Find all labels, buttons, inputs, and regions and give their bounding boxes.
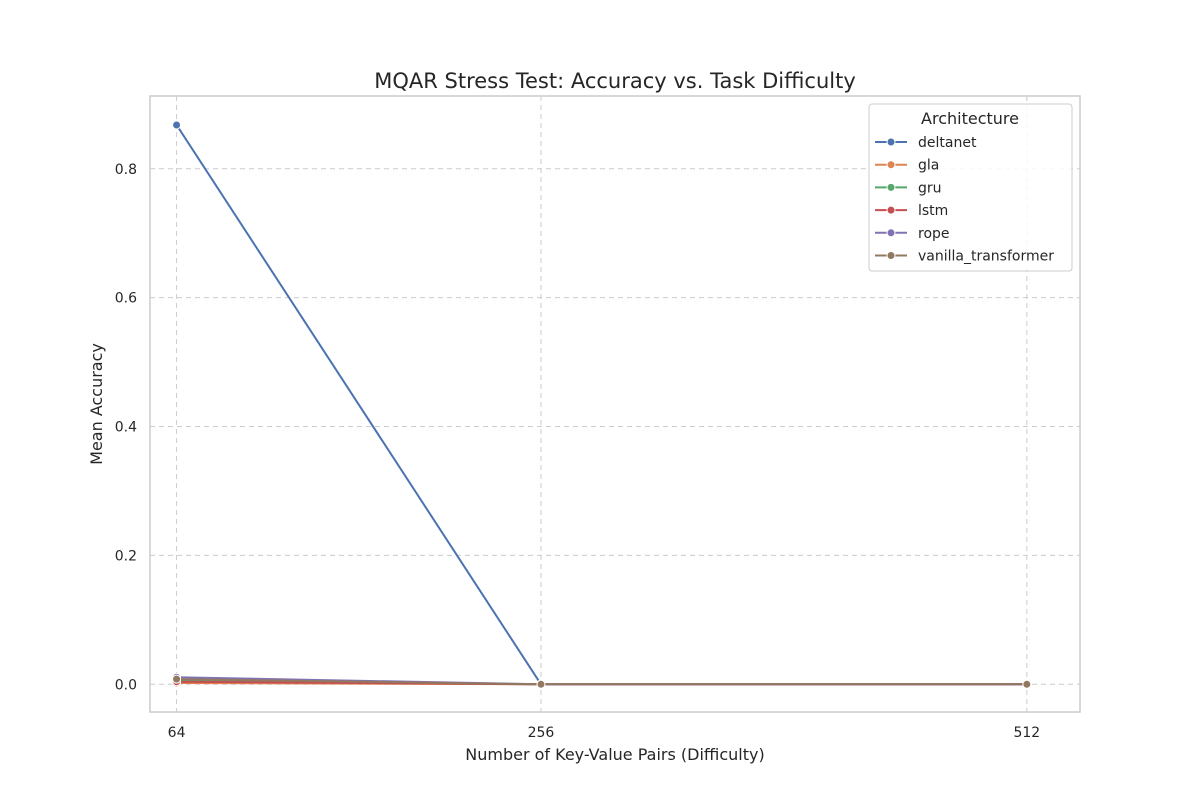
y-tick-label: 0.6 <box>115 291 137 307</box>
legend: Architecture deltanet gla gru lstm rope vanil… <box>868 103 1073 272</box>
plot-frame <box>149 95 1081 713</box>
series-vanilla_transformer <box>172 674 1032 689</box>
legend-marker <box>886 205 896 215</box>
chart-title: MQAR Stress Test: Accuracy vs. Task Diff… <box>374 69 856 93</box>
x-tick-label: 64 <box>168 725 186 741</box>
x-axis-label: Number of Key-Value Pairs (Difficulty) <box>465 745 764 764</box>
data-point <box>172 120 182 130</box>
legend-marker <box>886 137 896 147</box>
legend-marker <box>886 182 896 192</box>
legend-label: gru <box>918 180 942 196</box>
legend-marker <box>886 228 896 238</box>
legend-box <box>868 103 1073 272</box>
y-axis-label: Mean Accuracy <box>87 343 106 465</box>
legend-item-rope: rope <box>875 226 950 242</box>
legend-label: rope <box>918 226 950 242</box>
legend-item-gru: gru <box>875 180 942 196</box>
series-lines <box>172 120 1032 689</box>
legend-label: vanilla_transformer <box>918 249 1054 265</box>
data-point <box>1022 679 1032 689</box>
legend-label: gla <box>918 158 939 174</box>
data-point <box>172 674 182 684</box>
legend-marker <box>886 251 896 260</box>
legend-item-deltanet: deltanet <box>875 135 977 151</box>
legend-label: deltanet <box>918 135 977 151</box>
x-tick-label: 256 <box>528 725 555 741</box>
y-tick-label: 0.8 <box>115 162 137 178</box>
y-tick-label: 0.4 <box>115 420 137 436</box>
legend-item-vanilla_transformer: vanilla_transformer <box>875 249 1054 265</box>
y-tick-label: 0.2 <box>115 548 137 564</box>
legend-item-gla: gla <box>875 158 939 174</box>
data-point <box>536 679 546 689</box>
legend-marker <box>886 160 896 170</box>
tick-labels: 64 256 512 0.0 0.2 0.4 0.6 0.8 <box>115 162 1040 741</box>
x-tick-label: 512 <box>1013 725 1040 741</box>
y-tick-label: 0.0 <box>115 677 137 693</box>
legend-label: lstm <box>918 203 948 219</box>
legend-title: Architecture <box>921 109 1019 128</box>
legend-item-lstm: lstm <box>875 203 948 219</box>
